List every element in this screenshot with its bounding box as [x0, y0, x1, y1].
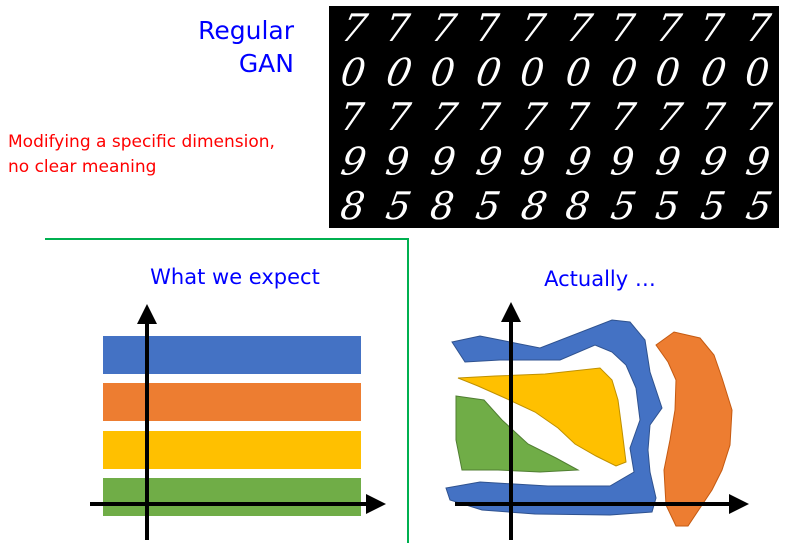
digit-cell: 7 — [474, 6, 502, 50]
digit-cell: 0 — [519, 51, 546, 95]
note-line-1: Modifying a specific dimension, — [8, 132, 275, 152]
actual-diagram — [445, 302, 749, 540]
digit-cell: 7 — [383, 6, 413, 50]
digit-cell: 9 — [518, 139, 547, 183]
digit-cell: 5 — [473, 185, 503, 228]
digit-cell: 8 — [563, 184, 592, 228]
digit-grid-canvas: 7 7 7 7 7 7 7 7 7 70 0 0 0 0 0 0 0 0 07 7 7 7 7 7 7 7 7 79 9 9 9 9 9 9 9 9 9… — [337, 6, 776, 228]
digit-cell: 7 — [473, 95, 503, 139]
digit-cell: 5 — [698, 185, 728, 228]
digit-cell: 7 — [699, 6, 727, 50]
actual-region-green — [455, 395, 580, 473]
digit-cell: 0 — [653, 51, 682, 95]
expected-band-yellow — [103, 431, 361, 469]
digit-cell: 9 — [609, 139, 636, 183]
expected-band-green — [103, 478, 361, 516]
title-line-gan: GAN — [238, 49, 294, 78]
regular-gan-title: Regular GAN — [150, 14, 294, 80]
title-line-regular: Regular — [198, 16, 294, 45]
expect-caption: What we expect — [150, 265, 320, 289]
digit-cell: 8 — [338, 184, 367, 228]
digit-cell: 7 — [564, 95, 592, 139]
actual-caption: Actually … — [544, 267, 656, 291]
digit-cell: 8 — [429, 184, 456, 228]
digit-cell: 9 — [743, 139, 772, 183]
digit-cell: 9 — [384, 139, 411, 183]
digit-cell: 7 — [608, 6, 638, 50]
dimension-note: Modifying a specific dimension, no clear… — [8, 130, 328, 180]
expect-frame — [45, 238, 409, 543]
digit-cell: 7 — [698, 95, 728, 139]
expected-band-orange — [103, 383, 361, 421]
digit-cell: 0 — [744, 51, 771, 95]
note-line-2: no clear meaning — [8, 157, 157, 177]
digit-cell: 0 — [428, 51, 457, 95]
actual-region-yellow — [457, 367, 627, 467]
actual-region-orange — [655, 331, 733, 527]
digit-cell: 7 — [339, 95, 367, 139]
expected-diagram — [90, 304, 386, 540]
expected-band-blue — [103, 336, 361, 374]
digit-cell: 5 — [654, 184, 681, 228]
